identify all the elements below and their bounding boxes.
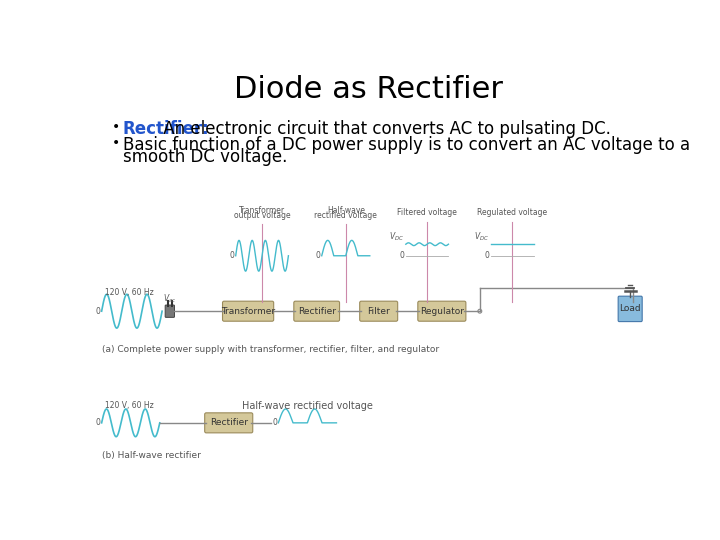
FancyBboxPatch shape — [618, 296, 642, 322]
Text: 0: 0 — [95, 307, 100, 316]
Text: Diode as Rectifier: Diode as Rectifier — [235, 75, 503, 104]
Text: Regulated voltage: Regulated voltage — [477, 208, 547, 217]
Text: Transformer: Transformer — [239, 206, 285, 215]
Text: Rectifier:: Rectifier: — [122, 120, 210, 138]
Text: Half-wave: Half-wave — [327, 206, 365, 215]
FancyBboxPatch shape — [222, 301, 274, 321]
Text: rectified voltage: rectified voltage — [315, 211, 377, 220]
Text: Basic function of a DC power supply is to convert an AC voltage to a: Basic function of a DC power supply is t… — [122, 136, 690, 154]
Text: Regulator: Regulator — [420, 307, 464, 316]
FancyBboxPatch shape — [418, 301, 466, 321]
Text: Half-wave rectified voltage: Half-wave rectified voltage — [242, 401, 373, 411]
Text: Rectifier: Rectifier — [210, 418, 248, 427]
Text: Rectifier: Rectifier — [297, 307, 336, 316]
Text: •: • — [112, 120, 120, 134]
Text: •: • — [112, 136, 120, 150]
FancyBboxPatch shape — [204, 413, 253, 433]
Text: Load: Load — [619, 305, 641, 313]
Text: smooth DC voltage.: smooth DC voltage. — [122, 148, 287, 166]
FancyBboxPatch shape — [360, 301, 397, 321]
Text: 0: 0 — [272, 418, 277, 427]
Text: output voltage: output voltage — [234, 211, 290, 220]
Text: Filtered voltage: Filtered voltage — [397, 208, 457, 217]
Text: $V_{ac}$: $V_{ac}$ — [163, 293, 176, 305]
Text: Filter: Filter — [367, 307, 390, 316]
Text: An electronic circuit that converts AC to pulsating DC.: An electronic circuit that converts AC t… — [158, 120, 611, 138]
Text: 0: 0 — [400, 251, 404, 260]
Text: 0: 0 — [315, 251, 320, 260]
Text: (b) Half-wave rectifier: (b) Half-wave rectifier — [102, 451, 200, 461]
Text: 0: 0 — [485, 251, 490, 260]
FancyBboxPatch shape — [294, 301, 340, 321]
Text: 0: 0 — [229, 251, 234, 260]
Circle shape — [478, 309, 482, 313]
Text: $V_{DC}$: $V_{DC}$ — [474, 231, 490, 244]
Text: 120 V, 60 Hz: 120 V, 60 Hz — [104, 401, 153, 410]
Text: 0: 0 — [95, 418, 100, 427]
Text: Transformer: Transformer — [221, 307, 275, 316]
Text: 120 V, 60 Hz: 120 V, 60 Hz — [104, 288, 153, 297]
Text: $V_{DC}$: $V_{DC}$ — [390, 231, 404, 244]
Text: (a) Complete power supply with transformer, rectifier, filter, and regulator: (a) Complete power supply with transform… — [102, 345, 438, 354]
FancyBboxPatch shape — [165, 305, 174, 318]
